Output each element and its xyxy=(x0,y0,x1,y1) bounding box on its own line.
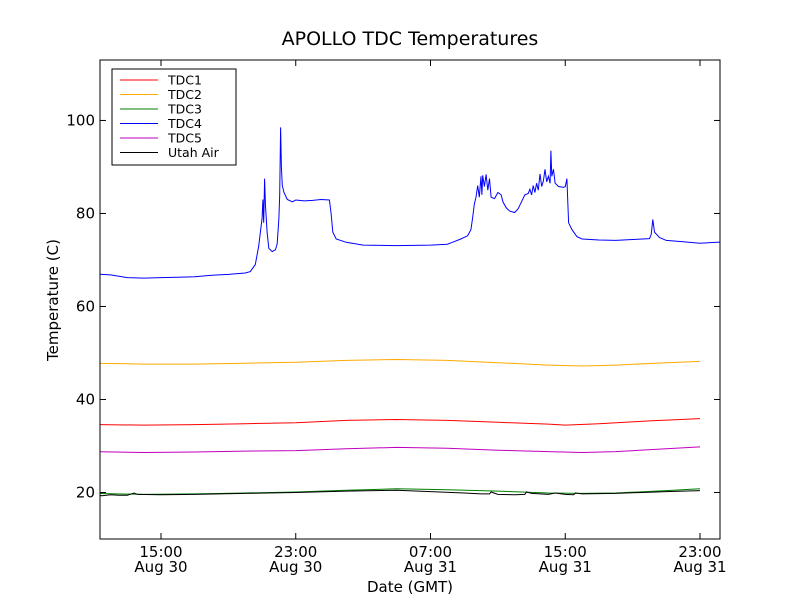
x-axis-label: Date (GMT) xyxy=(367,578,453,596)
legend-label: Utah Air xyxy=(168,145,220,160)
series-layer xyxy=(100,127,720,497)
x-tick-date-label: Aug 31 xyxy=(404,558,457,576)
legend-label: TDC1 xyxy=(167,73,202,88)
x-tick-date-label: Aug 30 xyxy=(134,558,187,576)
legend-box xyxy=(111,68,237,166)
series-line-tdc1 xyxy=(100,418,701,426)
legend-label: TDC4 xyxy=(167,116,202,131)
y-tick-label: 100 xyxy=(66,111,95,129)
x-tick-time-label: 07:00 xyxy=(409,543,452,561)
y-tick-label: 40 xyxy=(76,390,95,408)
series-line-tdc2 xyxy=(100,358,701,367)
x-tick-time-label: 15:00 xyxy=(544,543,587,561)
y-axis-label: Temperature (C) xyxy=(44,239,62,362)
x-tick-date-label: Aug 30 xyxy=(269,558,322,576)
y-tick-label: 20 xyxy=(76,483,95,501)
x-tick-date-label: Aug 31 xyxy=(539,558,592,576)
series-line-tdc5 xyxy=(100,446,701,454)
series-line-tdc4 xyxy=(100,127,720,279)
x-tick-time-label: 15:00 xyxy=(139,543,182,561)
x-tick-time-label: 23:00 xyxy=(678,543,721,561)
y-tick-label: 80 xyxy=(76,204,95,222)
series-line-utah-air xyxy=(100,489,701,497)
legend-label: TDC2 xyxy=(167,87,202,102)
legend-label: TDC3 xyxy=(167,102,202,117)
x-tick-time-label: 23:00 xyxy=(274,543,317,561)
y-tick-label: 60 xyxy=(76,297,95,315)
chart-title: APOLLO TDC Temperatures xyxy=(282,28,539,50)
legend-label: TDC5 xyxy=(167,131,202,146)
plot-frame xyxy=(99,59,721,540)
x-tick-date-label: Aug 31 xyxy=(673,558,726,576)
